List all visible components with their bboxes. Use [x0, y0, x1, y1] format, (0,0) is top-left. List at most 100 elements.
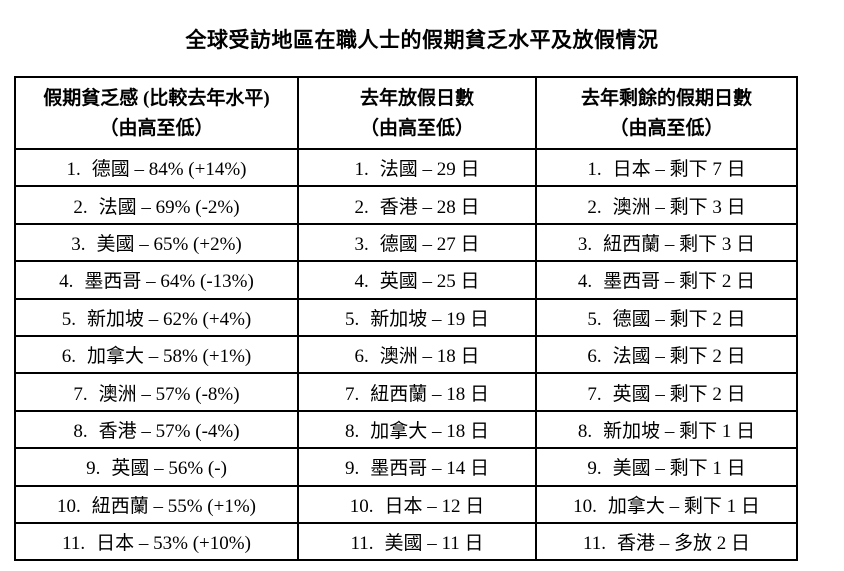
- item-rank: 7.: [587, 383, 602, 405]
- column-header-title: 假期貧乏感 (比較去年水平): [43, 88, 270, 109]
- table-cell: 6. 法國 – 剩下 2 日: [535, 334, 798, 375]
- item-text: 英國 – 25 日: [379, 271, 480, 293]
- item-text: 澳洲 – 剩下 3 日: [612, 196, 746, 218]
- item-rank: 4.: [59, 271, 74, 293]
- item-rank: 5.: [61, 308, 76, 330]
- table-cell: 2. 法國 – 69% (-2%): [14, 185, 299, 225]
- table-cell: 4. 墨西哥 – 64% (-13%): [14, 260, 299, 300]
- item-rank: 2.: [73, 196, 88, 218]
- column-header-title: 去年剩餘的假期日數: [580, 88, 752, 109]
- table-cell: 3. 德國 – 27 日: [297, 222, 537, 263]
- column-header-title: 去年放假日數: [359, 88, 474, 109]
- column-header-deprivation: 假期貧乏感 (比較去年水平) （由高至低）: [14, 76, 299, 150]
- column-header-sort-order: （由高至低）: [99, 118, 214, 139]
- table-cell: 7. 紐西蘭 – 18 日: [297, 372, 537, 412]
- table-cell: 3. 紐西蘭 – 剩下 3 日: [535, 222, 798, 263]
- item-text: 德國 – 84% (+14%): [91, 159, 247, 181]
- table-cell: 8. 香港 – 57% (-4%): [14, 409, 299, 450]
- item-text: 英國 – 56% (-): [111, 458, 227, 480]
- header-row: 假期貧乏感 (比較去年水平) （由高至低） 去年放假日數 （由高至低） 去年剩餘…: [14, 76, 798, 150]
- item-text: 墨西哥 – 14 日: [370, 458, 489, 480]
- table-cell: 4. 墨西哥 – 剩下 2 日: [535, 260, 798, 300]
- table-cell: 9. 美國 – 剩下 1 日: [535, 447, 798, 487]
- table-cell: 11. 日本 – 53% (+10%): [14, 521, 299, 562]
- item-rank: 8.: [344, 420, 360, 442]
- table-row: 3. 美國 – 65% (+2%) 3. 德國 – 27 日 3. 紐西蘭 – 剩下 …: [14, 222, 798, 263]
- table-row: 2. 法國 – 69% (-2%) 2. 香港 – 28 日 2. 澳洲 – 剩下 3…: [14, 185, 798, 225]
- item-text: 日本 – 剩下 7 日: [612, 159, 746, 181]
- item-rank: 1.: [66, 159, 81, 181]
- item-rank: 8.: [577, 420, 593, 442]
- table-cell: 6. 澳洲 – 18 日: [297, 334, 537, 375]
- table-cell: 8. 新加坡 – 剩下 1 日: [535, 409, 798, 450]
- item-rank: 4.: [354, 271, 369, 293]
- item-rank: 11.: [350, 533, 374, 555]
- item-text: 美國 – 剩下 1 日: [612, 458, 746, 480]
- table-cell: 7. 英國 – 剩下 2 日: [535, 372, 798, 412]
- item-text: 紐西蘭 – 55% (+1%): [91, 495, 257, 517]
- table-cell: 8. 加拿大 – 18 日: [297, 409, 537, 450]
- column-header-days-remaining: 去年剩餘的假期日數 （由高至低）: [535, 76, 798, 150]
- table-cell: 9. 英國 – 56% (-): [14, 447, 299, 487]
- item-text: 法國 – 29 日: [379, 159, 480, 181]
- table-cell: 1. 日本 – 剩下 7 日: [535, 147, 798, 188]
- item-rank: 9.: [587, 458, 602, 480]
- table-cell: 6. 加拿大 – 58% (+1%): [14, 334, 299, 375]
- column-header-sort-order: （由高至低）: [609, 118, 724, 139]
- item-rank: 10.: [56, 495, 81, 517]
- table-cell: 4. 英國 – 25 日: [297, 260, 537, 300]
- item-text: 香港 – 57% (-4%): [98, 420, 240, 442]
- item-rank: 5.: [344, 308, 360, 330]
- table-cell: 5. 德國 – 剩下 2 日: [535, 297, 798, 337]
- item-text: 美國 – 11 日: [384, 533, 484, 555]
- item-text: 美國 – 65% (+2%): [96, 233, 242, 255]
- item-rank: 8.: [73, 420, 88, 442]
- item-text: 紐西蘭 – 18 日: [370, 383, 489, 405]
- table-row: 5. 新加坡 – 62% (+4%) 5. 新加坡 – 19 日 5. 德國 – 剩下…: [14, 297, 798, 337]
- table-row: 1. 德國 – 84% (+14%) 1. 法國 – 29 日 1. 日本 – 剩下 …: [14, 147, 798, 188]
- table-row: 10. 紐西蘭 – 55% (+1%) 10. 日本 – 12 日 10. 加拿大 –…: [14, 484, 798, 524]
- item-rank: 10.: [573, 495, 597, 517]
- item-rank: 9.: [86, 458, 101, 480]
- item-text: 新加坡 – 19 日: [370, 308, 489, 330]
- item-rank: 7.: [344, 383, 360, 405]
- table-cell: 10. 紐西蘭 – 55% (+1%): [14, 484, 299, 524]
- item-text: 澳洲 – 18 日: [379, 346, 480, 368]
- item-text: 加拿大 – 18 日: [370, 420, 489, 442]
- item-text: 墨西哥 – 64% (-13%): [84, 271, 254, 293]
- item-text: 墨西哥 – 剩下 2 日: [603, 271, 756, 293]
- table-cell: 5. 新加坡 – 62% (+4%): [14, 297, 299, 337]
- item-rank: 10.: [349, 495, 374, 517]
- table-cell: 11. 美國 – 11 日: [297, 521, 537, 562]
- table-cell: 10. 日本 – 12 日: [297, 484, 537, 524]
- table-row: 7. 澳洲 – 57% (-8%) 7. 紐西蘭 – 18 日 7. 英國 – 剩下 …: [14, 372, 798, 412]
- table-row: 8. 香港 – 57% (-4%) 8. 加拿大 – 18 日 8. 新加坡 – 剩下…: [14, 409, 798, 450]
- item-rank: 11.: [62, 533, 86, 555]
- table-row: 11. 日本 – 53% (+10%) 11. 美國 – 11 日 11. 香港 – …: [14, 521, 798, 562]
- item-rank: 5.: [587, 308, 602, 330]
- vacation-deprivation-table: 假期貧乏感 (比較去年水平) （由高至低） 去年放假日數 （由高至低） 去年剩餘…: [14, 76, 798, 562]
- table-cell: 7. 澳洲 – 57% (-8%): [14, 372, 299, 412]
- item-text: 加拿大 – 剩下 1 日: [607, 495, 760, 517]
- item-rank: 11.: [582, 533, 607, 555]
- table-cell: 2. 澳洲 – 剩下 3 日: [535, 185, 798, 225]
- item-rank: 3.: [577, 233, 593, 255]
- page-title: 全球受訪地區在職人士的假期貧乏水平及放假情況: [185, 28, 659, 52]
- column-header-days-taken: 去年放假日數 （由高至低）: [297, 76, 537, 150]
- item-text: 法國 – 69% (-2%): [98, 196, 240, 218]
- table-row: 6. 加拿大 – 58% (+1%) 6. 澳洲 – 18 日 6. 法國 – 剩下 …: [14, 334, 798, 375]
- table-cell: 1. 德國 – 84% (+14%): [14, 147, 299, 188]
- item-rank: 2.: [587, 196, 602, 218]
- item-text: 英國 – 剩下 2 日: [612, 383, 746, 405]
- item-rank: 9.: [344, 458, 360, 480]
- table-cell: 3. 美國 – 65% (+2%): [14, 222, 299, 263]
- item-text: 香港 – 28 日: [379, 196, 480, 218]
- item-rank: 3.: [71, 233, 86, 255]
- table-cell: 2. 香港 – 28 日: [297, 185, 537, 225]
- item-text: 澳洲 – 57% (-8%): [98, 383, 240, 405]
- column-header-sort-order: （由高至低）: [359, 118, 474, 139]
- item-rank: 6.: [354, 346, 369, 368]
- item-rank: 7.: [73, 383, 88, 405]
- item-text: 日本 – 53% (+10%): [96, 533, 251, 555]
- table-cell: 5. 新加坡 – 19 日: [297, 297, 537, 337]
